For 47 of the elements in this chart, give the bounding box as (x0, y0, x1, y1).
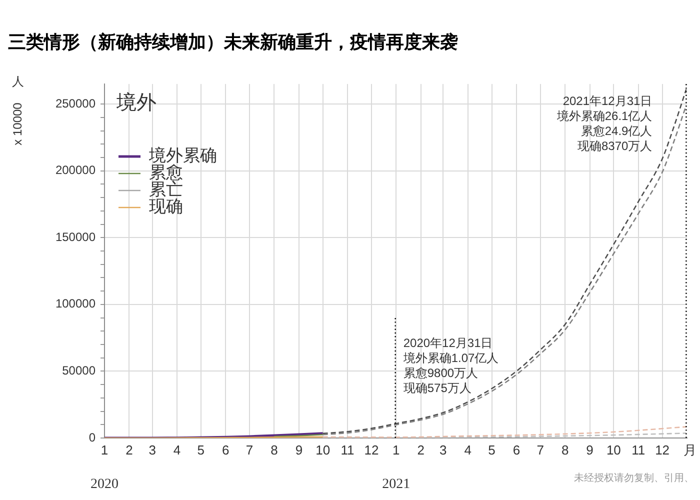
ref-line-label: 2020年12月31日 (403, 336, 493, 350)
chart-title: 三类情形（新确持续增加）未来新确重升，疫情再度来袭 (8, 31, 458, 54)
x-tick-label: 8 (270, 442, 278, 458)
x-tick-label: 4 (173, 442, 181, 458)
y-tick-label: 200000 (55, 163, 96, 178)
y-tick-label: 50000 (62, 364, 96, 378)
x-tick-label: 5 (197, 442, 205, 458)
y-tick-label: 0 (88, 430, 96, 444)
text: x 10000 (10, 102, 24, 146)
x-tick-label: 7 (246, 442, 254, 458)
x-tick-label: 3 (440, 442, 447, 458)
chart-subtitle: 境外 (116, 90, 156, 114)
x-tick-label: 11 (340, 442, 354, 458)
ref-line-label: 2021年12月31日 (562, 94, 652, 108)
x-tick-label: 3 (148, 442, 156, 458)
x-tick-label: 11 (632, 442, 646, 458)
x2-tick-label: 2020 (90, 477, 118, 492)
x-tick-label: 7 (536, 442, 544, 458)
y-axis-title: 人 (12, 74, 24, 88)
x-tick-label: 4 (464, 442, 472, 458)
y-tick-label: 150000 (55, 230, 96, 244)
x-tick-label: 1 (100, 442, 108, 458)
x-tick-label: 6 (222, 442, 230, 458)
y-tick-label: 250000 (55, 96, 96, 110)
annotation: 累愈24.9亿人 (580, 124, 652, 138)
x-tick-label: 5 (488, 442, 496, 458)
x-axis-title: 月 (684, 442, 696, 458)
line-series (322, 426, 687, 438)
x-tick-label: 2 (417, 442, 424, 458)
annotation: 现确575万人 (403, 380, 472, 395)
annotation: 境外累确26.1亿人 (556, 108, 652, 123)
text: 未经授权请勿复制、引用、 (574, 472, 694, 484)
x-tick-label: 10 (606, 442, 621, 458)
x-tick-label: 9 (586, 442, 594, 458)
x-tick-label: 2 (126, 442, 133, 458)
x-tick-label: 10 (316, 442, 330, 458)
y-tick-label: 100000 (55, 296, 96, 311)
x-tick-label: 9 (295, 442, 303, 458)
x-tick-label: 12 (655, 442, 670, 458)
annotation: 现确8370万人 (578, 138, 652, 153)
x-tick-label: 6 (512, 442, 520, 458)
x-tick-label: 8 (561, 442, 569, 458)
annotation: 累愈9800万人 (403, 366, 478, 380)
x2-tick-label: 2021 (382, 477, 410, 492)
annotation: 境外累确1.07亿人 (402, 350, 499, 365)
x-tick-label: 12 (364, 442, 379, 458)
x-tick-label: 1 (392, 442, 400, 458)
